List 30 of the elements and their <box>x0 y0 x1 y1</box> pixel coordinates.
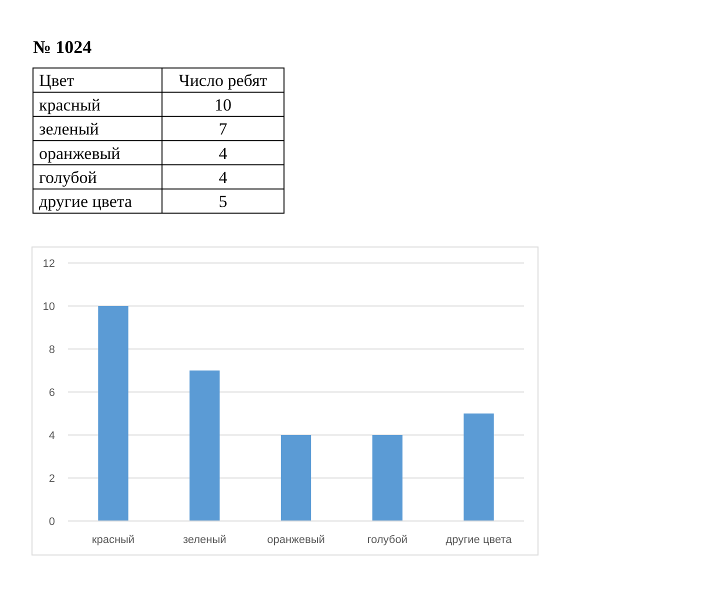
y-tick-label: 10 <box>42 301 55 313</box>
bar <box>464 414 494 521</box>
text: 7 <box>218 120 228 139</box>
x-tick-label: оранжевый <box>267 534 325 546</box>
bar <box>280 435 312 521</box>
text: 4 <box>218 168 228 187</box>
y-tick-label: 8 <box>48 344 55 356</box>
x-tick-label: голубой <box>367 534 408 546</box>
y-tick-label: 2 <box>48 473 55 485</box>
text: 10 <box>214 95 232 114</box>
y-tick-label: 12 <box>42 258 55 270</box>
text: Цвет <box>39 71 75 90</box>
y-tick-label: 4 <box>48 430 55 442</box>
text: № 1024 <box>33 37 92 57</box>
text: зеленый <box>39 120 99 139</box>
x-tick-label: другие цвета <box>446 534 513 546</box>
x-tick-label: зеленый <box>182 534 226 546</box>
y-tick-label: 0 <box>48 516 55 528</box>
bar <box>98 306 128 521</box>
y-tick-label: 6 <box>48 387 55 399</box>
text: 4 <box>218 144 228 163</box>
text: красный <box>39 95 100 114</box>
text: голубой <box>39 168 97 187</box>
bar <box>372 435 402 521</box>
text: другие цвета <box>39 192 132 212</box>
text: Число ребят <box>178 71 268 90</box>
x-tick-label: красный <box>92 534 135 546</box>
text: 5 <box>218 192 228 212</box>
text: оранжевый <box>39 144 120 163</box>
bar <box>190 370 220 521</box>
